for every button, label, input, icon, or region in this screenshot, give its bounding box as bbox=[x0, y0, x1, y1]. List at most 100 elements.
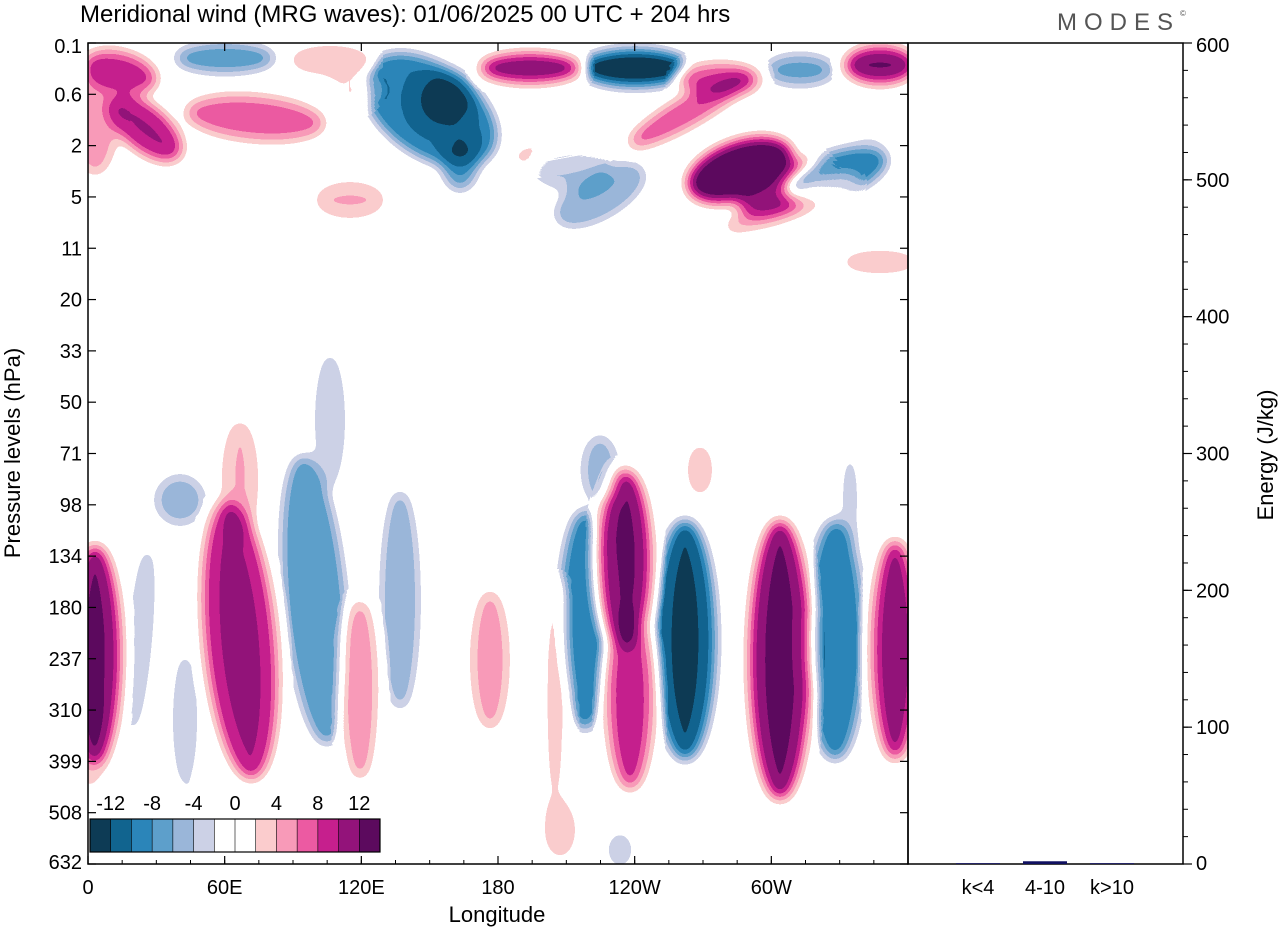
negative-anomaly-blob bbox=[382, 490, 418, 710]
colorbar-swatch bbox=[235, 819, 256, 852]
positive-anomaly-blob bbox=[435, 230, 475, 260]
positive-anomaly-blob bbox=[345, 600, 375, 780]
colorbar-swatch bbox=[297, 819, 318, 852]
colorbar-swatch bbox=[173, 819, 194, 852]
negative-anomaly-blob bbox=[312, 350, 348, 490]
colorbar-swatch bbox=[152, 819, 173, 852]
positive-anomaly-blob bbox=[115, 465, 135, 495]
positive-anomaly-blob bbox=[680, 64, 760, 96]
energy-tick-label: 500 bbox=[1196, 170, 1229, 192]
colorbar-label: 4 bbox=[271, 793, 282, 815]
y-tick-label: 237 bbox=[49, 649, 82, 671]
colorbar-swatch bbox=[214, 819, 235, 852]
y-tick-label: 632 bbox=[49, 852, 82, 874]
y-tick-label: 71 bbox=[60, 444, 82, 466]
colorbar-swatch bbox=[318, 819, 339, 852]
positive-anomaly-blob bbox=[480, 54, 580, 82]
negative-anomaly-blob bbox=[655, 520, 715, 760]
colorbar-label: 8 bbox=[312, 793, 323, 815]
y-tick-label: 399 bbox=[49, 751, 82, 773]
y-tick-label: 50 bbox=[60, 392, 82, 414]
positive-anomaly-blob bbox=[478, 430, 502, 470]
energy-tick-label: 300 bbox=[1196, 444, 1229, 466]
positive-anomaly-blob bbox=[315, 182, 385, 218]
negative-anomaly-blob bbox=[280, 258, 320, 282]
energy-tick-label: 0 bbox=[1196, 853, 1207, 875]
negative-anomaly-blob bbox=[845, 100, 915, 140]
y-tick-label: 310 bbox=[49, 700, 82, 722]
negative-anomaly-blob bbox=[170, 650, 200, 790]
energy-category-label: k<4 bbox=[962, 877, 995, 899]
positive-anomaly-blob bbox=[410, 385, 430, 415]
meridional-wind-chart: 0.1 0.6 2 5 11 20 33 50 71 98 134 180 237 310 399 508 63… bbox=[0, 0, 1280, 930]
colorbar-label: -12 bbox=[96, 793, 125, 815]
energy-category-label: k>10 bbox=[1090, 877, 1134, 899]
energy-tick-label: 600 bbox=[1196, 35, 1229, 57]
colorbar-swatch bbox=[339, 819, 360, 852]
colorbar-label: -4 bbox=[185, 793, 203, 815]
y-axis-label: Pressure levels (hPa) bbox=[0, 348, 25, 558]
y-tick-label: 0.1 bbox=[54, 36, 82, 58]
negative-anomaly-blob bbox=[765, 55, 835, 85]
colorbar-label: 12 bbox=[348, 793, 370, 815]
positive-anomaly-blob bbox=[873, 540, 917, 760]
x-tick-label: 60E bbox=[207, 877, 243, 899]
y-tick-label: 5 bbox=[71, 187, 82, 209]
negative-anomaly-blob bbox=[443, 630, 467, 770]
energy-bar bbox=[956, 863, 1000, 864]
energy-tick-label: 400 bbox=[1196, 307, 1229, 329]
colorbar-swatch bbox=[111, 819, 132, 852]
colorbar-swatch bbox=[276, 819, 297, 852]
negative-anomaly-blob bbox=[490, 258, 550, 282]
y-tick-label: 20 bbox=[60, 290, 82, 312]
y-tick-label: 98 bbox=[60, 495, 82, 517]
y-tick-label: 33 bbox=[60, 341, 82, 363]
positive-anomaly-blob bbox=[685, 442, 715, 498]
negative-anomaly-blob bbox=[807, 520, 863, 760]
negative-anomaly-blob bbox=[110, 210, 190, 230]
y-tick-label: 508 bbox=[49, 803, 82, 825]
colorbar-swatch bbox=[359, 819, 380, 852]
y-tick-label: 180 bbox=[49, 597, 82, 619]
contour-field bbox=[70, 30, 920, 870]
colorbar-swatch bbox=[90, 819, 111, 852]
colorbar-label: 0 bbox=[229, 793, 240, 815]
y-tick-label: 134 bbox=[49, 546, 82, 568]
colorbar-swatch bbox=[131, 819, 152, 852]
positive-anomaly-blob bbox=[222, 420, 258, 540]
energy-panel-border bbox=[908, 43, 1183, 864]
energy-axes: 0 100 200 300 400 500 600 bbox=[1183, 35, 1229, 875]
energy-bar bbox=[1090, 863, 1134, 864]
energy-bars: k<4 4-10 k>10 bbox=[956, 861, 1134, 899]
x-tick-label: 120E bbox=[338, 877, 385, 899]
energy-bar bbox=[1023, 861, 1067, 864]
negative-anomaly-blob bbox=[580, 50, 690, 86]
negative-anomaly-blob bbox=[530, 140, 610, 190]
x-tick-label: 180 bbox=[481, 877, 514, 899]
y-tick-label: 2 bbox=[71, 136, 82, 158]
x-axis-label: Longitude bbox=[449, 902, 546, 927]
positive-anomaly-blob bbox=[320, 75, 380, 105]
x-tick-label: 120W bbox=[609, 877, 661, 899]
positive-anomaly-blob bbox=[73, 65, 117, 175]
energy-tick-label: 100 bbox=[1196, 717, 1229, 739]
positive-anomaly-blob bbox=[608, 610, 652, 790]
negative-anomaly-blob bbox=[840, 450, 860, 550]
negative-anomaly-blob bbox=[170, 233, 290, 257]
y-tick-label: 0.6 bbox=[54, 84, 82, 106]
positive-anomaly-blob bbox=[845, 47, 915, 83]
positive-anomaly-blob bbox=[472, 590, 508, 730]
positive-anomaly-blob bbox=[290, 46, 370, 74]
negative-anomaly-blob bbox=[415, 70, 475, 130]
x-tick-label: 60W bbox=[751, 877, 792, 899]
negative-anomaly-blob bbox=[155, 475, 205, 525]
negative-anomaly-blob bbox=[582, 435, 618, 505]
energy-tick-label: 200 bbox=[1196, 580, 1229, 602]
colorbar-swatch bbox=[256, 819, 277, 852]
y-tick-label: 11 bbox=[61, 238, 82, 260]
colorbar-label: -8 bbox=[143, 793, 161, 815]
x-tick-label: 0 bbox=[82, 877, 93, 899]
energy-panel bbox=[908, 43, 1183, 864]
positive-anomaly-blob bbox=[542, 800, 578, 860]
positive-anomaly-blob bbox=[750, 520, 810, 800]
